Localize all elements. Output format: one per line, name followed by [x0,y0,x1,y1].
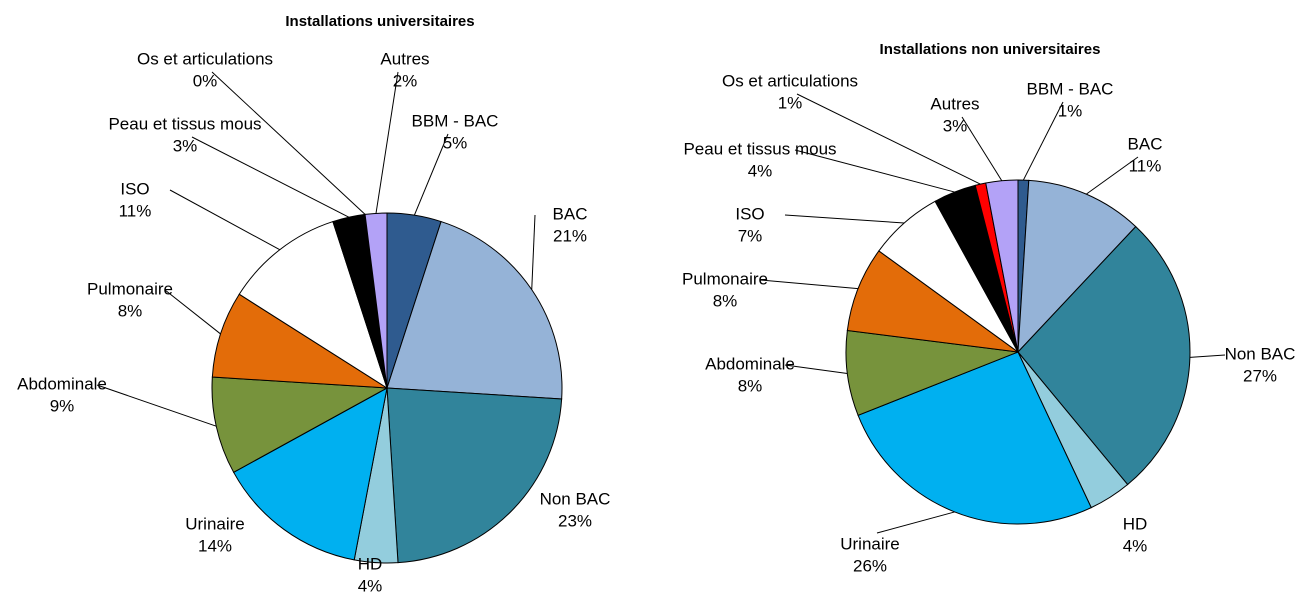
slice-label: Non BAC [540,489,611,508]
slice-value-label: 0% [193,71,218,90]
slice-label: Non BAC [1225,344,1296,363]
chart-title: Installations universitaires [285,13,474,30]
slice-label: Os et articulations [722,71,858,90]
pie-slice [985,179,1019,353]
leader-line [1189,354,1226,358]
slice-label: Abdominale [17,374,107,393]
chart-title: Installations non universitaires [880,41,1101,58]
slice-label: HD [358,554,383,573]
leader-line [211,71,366,215]
slice-label: Os et articulations [137,49,273,68]
leader-line [413,133,449,216]
slice-value-label: 8% [738,376,763,395]
slice-value-label: 11% [119,201,152,220]
leader-line [96,384,217,427]
slice-label: BAC [1128,134,1163,153]
pie-slice [1017,225,1191,486]
slice-label: Pulmonaire [87,279,173,298]
slice-value-label: 4% [748,161,773,180]
leader-line [1086,156,1139,195]
slice-label: BAC [553,204,588,223]
slice-label: BBM - BAC [1027,79,1114,98]
slice-label: Urinaire [185,514,245,533]
leader-line [531,214,536,290]
leader-line [759,279,859,290]
slice-value-label: 23% [558,511,592,530]
pie-slice [1017,179,1137,354]
pie-slice [386,387,563,564]
leader-line [375,71,399,214]
slice-value-label: 1% [1058,101,1083,120]
slice-label: HD [1123,514,1148,533]
pie-slice [211,376,389,473]
leader-line [794,149,955,193]
slice-label: Peau et tissus mous [108,114,261,133]
pie-slice [386,220,563,400]
leader-line [784,364,848,375]
slice-label: Pulmonaire [682,269,768,288]
slice-value-label: 8% [118,301,143,320]
slice-label: ISO [120,179,149,198]
slice-value-label: 11% [1129,156,1162,175]
leader-line [169,189,280,251]
leader-line [961,116,1003,182]
slice-value-label: 3% [173,136,198,155]
slice-value-label: 5% [443,133,468,152]
pie-slice [232,387,388,561]
slice-value-label: 9% [50,396,75,415]
slice-value-label: 14% [198,536,232,555]
slice-label: Peau et tissus mous [683,139,836,158]
slice-label: BBM - BAC [412,111,499,130]
slice-value-label: 1% [778,93,803,112]
leader-line [191,136,350,218]
leader-line [876,511,955,534]
slice-label: ISO [735,204,764,223]
pie-slice [238,220,388,390]
slice-value-label: 27% [1243,366,1277,385]
leader-line [796,93,981,185]
slice-value-label: 7% [738,226,763,245]
leader-line [164,289,221,335]
slice-label: Autres [380,49,429,68]
slice-value-label: 2% [393,71,418,90]
slice-value-label: 26% [853,556,887,575]
slice-value-label: 4% [1123,536,1148,555]
leader-line [784,214,905,224]
pie-slice [364,212,388,389]
slice-label: Autres [930,94,979,113]
slice-value-label: 4% [358,576,383,595]
slice-label: Abdominale [705,354,795,373]
slice-value-label: 21% [553,226,587,245]
slice-value-label: 8% [713,291,738,310]
slice-value-label: 3% [943,116,968,135]
slice-label: Urinaire [840,534,900,553]
leader-line [1022,101,1064,181]
